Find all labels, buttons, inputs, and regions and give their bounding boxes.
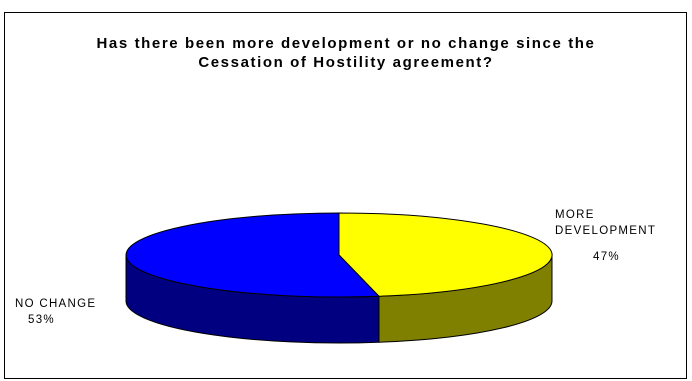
- slice-name-line-2: DEVELOPMENT: [555, 225, 657, 237]
- slice-name-line-1: MORE: [555, 209, 595, 221]
- pie-slices: [125, 212, 553, 298]
- slice-more-development-top: [338, 212, 553, 297]
- slice-no-change-top: [125, 212, 380, 298]
- slice-value-more-development: 47%: [593, 251, 620, 263]
- slice-label-no-change: NO CHANGE 53%: [15, 296, 135, 328]
- chart-title-line-1: Has there been more development or no ch…: [96, 35, 596, 52]
- slice-value-no-change: 53%: [28, 314, 55, 326]
- chart-title-line-2: Cessation of Hostility agreement?: [198, 54, 494, 71]
- slice-label-more-development: MORE DEVELOPMENT 47%: [555, 207, 685, 265]
- chart-title: Has there been more development or no ch…: [0, 34, 692, 72]
- slice-name-line-1: NO CHANGE: [15, 298, 97, 310]
